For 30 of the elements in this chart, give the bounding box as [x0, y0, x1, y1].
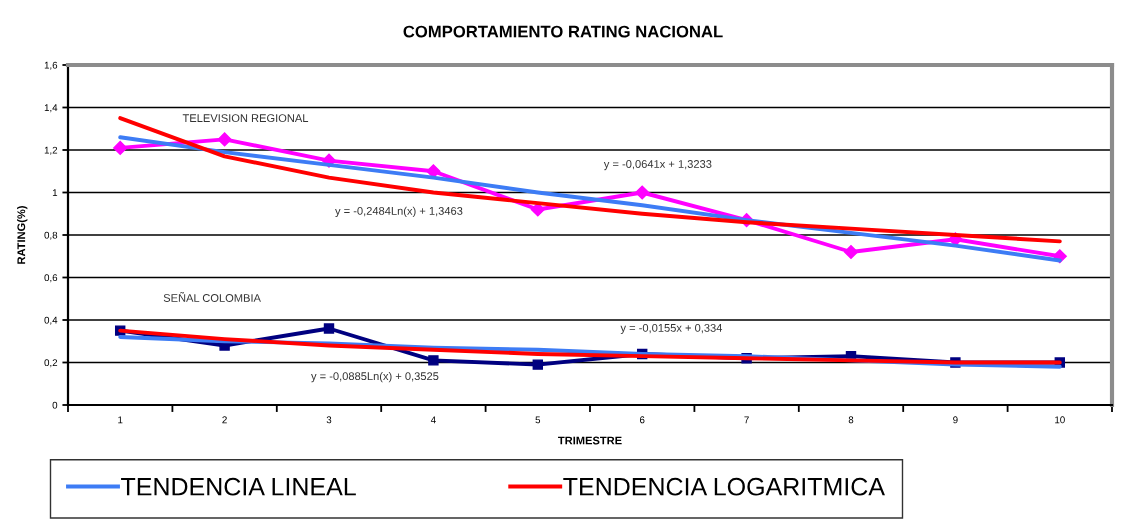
annotation: y = -0,0155x + 0,334 [620, 323, 723, 335]
y-tick-label: 0 [52, 401, 58, 409]
y-axis-title: RATING(%) [17, 206, 28, 264]
chart-title: COMPORTAMIENTO RATING NACIONAL [403, 25, 723, 38]
y-tick-label: 1 [52, 189, 58, 197]
x-tick-label: 2 [222, 416, 227, 424]
x-tick-label: 3 [326, 416, 332, 424]
y-tick-label: 0,6 [44, 274, 58, 283]
x-tick-label: 6 [639, 416, 645, 424]
y-tick-label: 0,4 [44, 316, 58, 325]
x-tick-label: 5 [535, 416, 541, 424]
annotation: y = -0,0885Ln(x) + 0,3525 [311, 371, 439, 383]
y-tick-label: 0,8 [44, 231, 58, 240]
legend-label: TENDENCIA LINEAL [121, 477, 356, 496]
annotation: TELEVISION REGIONAL [182, 114, 309, 123]
x-tick-label: 10 [1055, 416, 1065, 424]
legend-label: TENDENCIA LOGARITMICA [563, 477, 885, 496]
x-tick-label: 7 [744, 416, 749, 424]
x-tick-label: 9 [953, 416, 958, 424]
x-axis-title: TRIMESTRE [558, 436, 622, 445]
y-tick-label: 1,4 [44, 104, 58, 113]
y-tick-label: 1,2 [44, 146, 58, 155]
x-tick-label: 8 [848, 416, 854, 424]
y-tick-label: 0,2 [44, 359, 58, 368]
x-tick-label: 4 [430, 416, 436, 424]
annotation: y = -0,0641x + 1,3233 [603, 160, 712, 171]
annotation: y = -0,2484Ln(x) + 1,3463 [335, 206, 463, 218]
annotation: SEÑAL COLOMBIA [163, 292, 261, 302]
y-tick-label: 1,6 [44, 61, 58, 70]
x-tick-label: 1 [118, 416, 123, 424]
